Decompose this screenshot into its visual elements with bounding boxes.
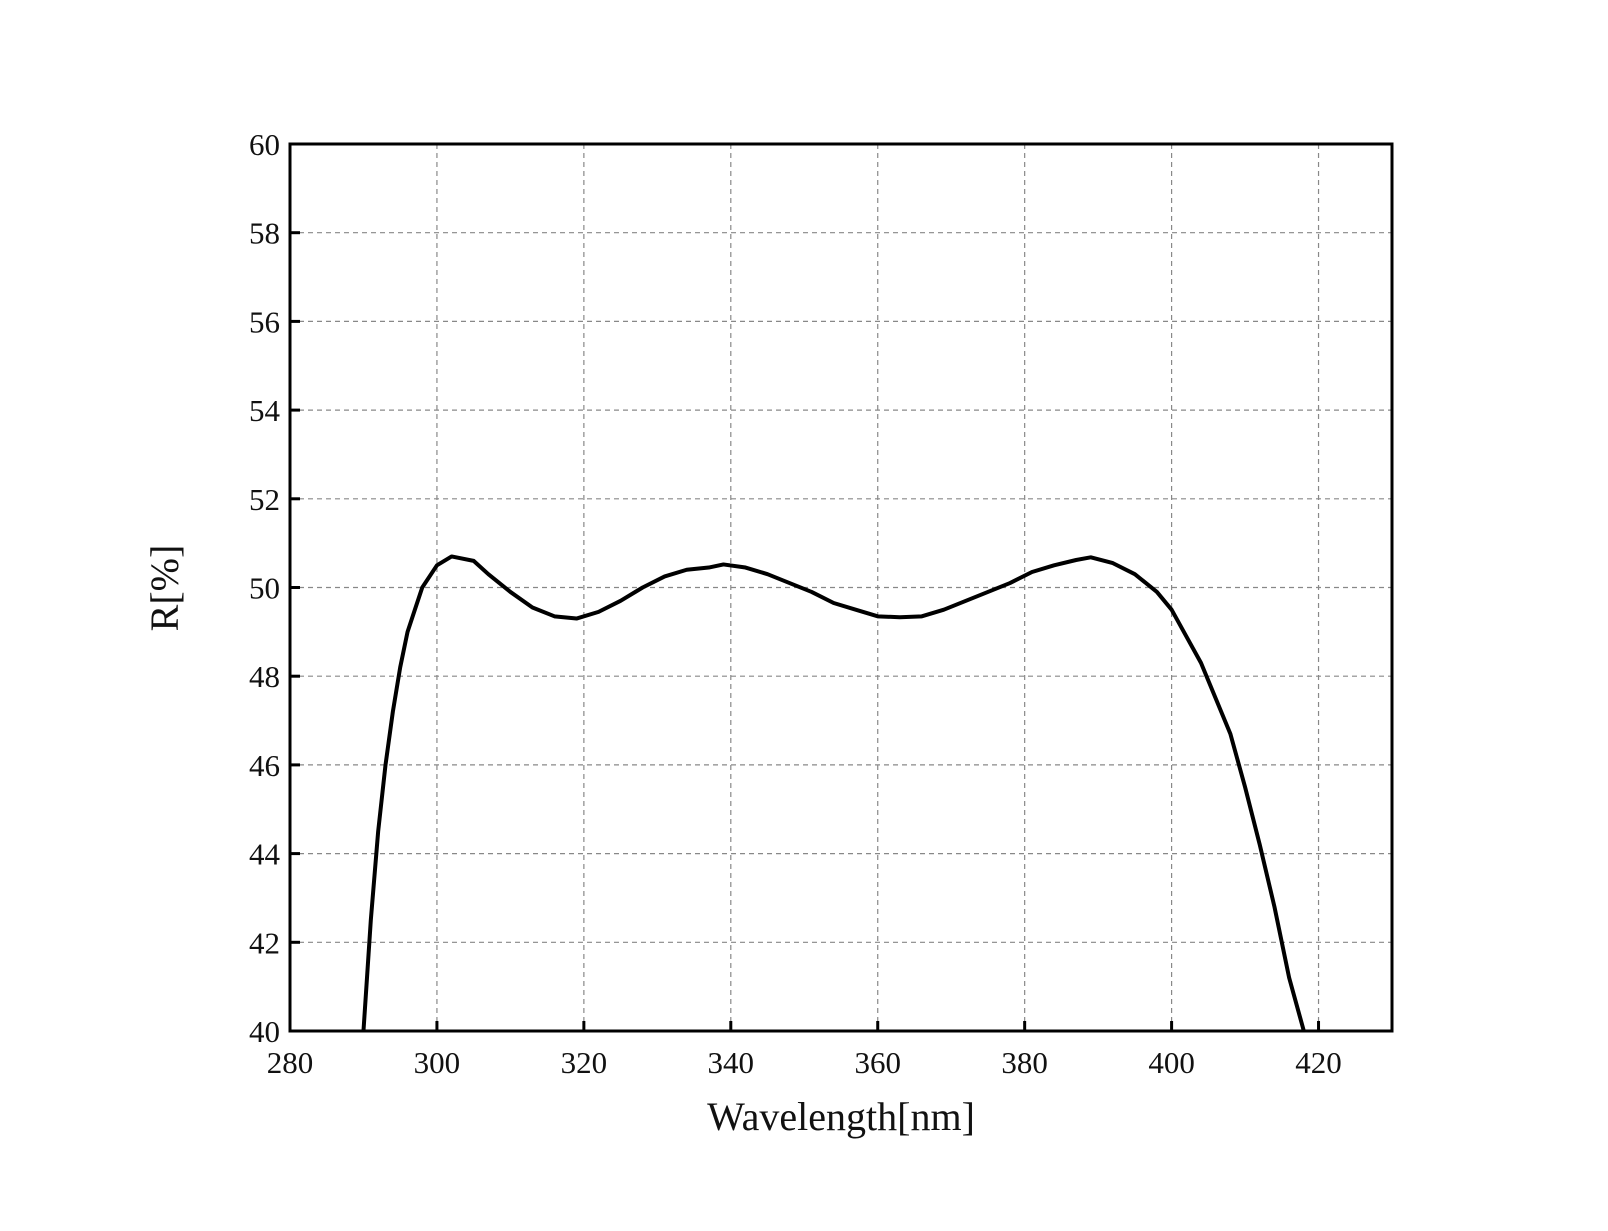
x-tick-label: 360 [854,1045,901,1080]
y-tick-label: 48 [249,659,280,694]
y-tick-label: 54 [249,393,281,428]
plot-frame [288,142,1394,1033]
y-tick-label: 46 [249,748,280,783]
y-tick-label: 56 [249,304,280,339]
x-tick-label: 380 [1001,1045,1048,1080]
y-tick-label: 58 [249,216,280,251]
x-tick-label: 420 [1295,1045,1342,1080]
y-tick-label: 52 [249,482,280,517]
y-tick-label: 44 [249,837,281,872]
x-tick-label: 340 [708,1045,755,1080]
line-series [361,554,1306,1032]
x-tick-label: 300 [414,1045,461,1080]
y-axis-label: R[%] [142,545,187,632]
x-tick-label: 400 [1148,1045,1195,1080]
y-tick-label: 60 [249,127,280,162]
y-tick-label: 40 [249,1014,280,1049]
x-tick-label: 320 [561,1045,608,1080]
x-tick-label: 280 [267,1045,314,1080]
y-tick-label: 50 [249,571,280,606]
x-axis-label: Wavelength[nm] [707,1094,975,1139]
y-tick-label: 42 [249,925,280,960]
